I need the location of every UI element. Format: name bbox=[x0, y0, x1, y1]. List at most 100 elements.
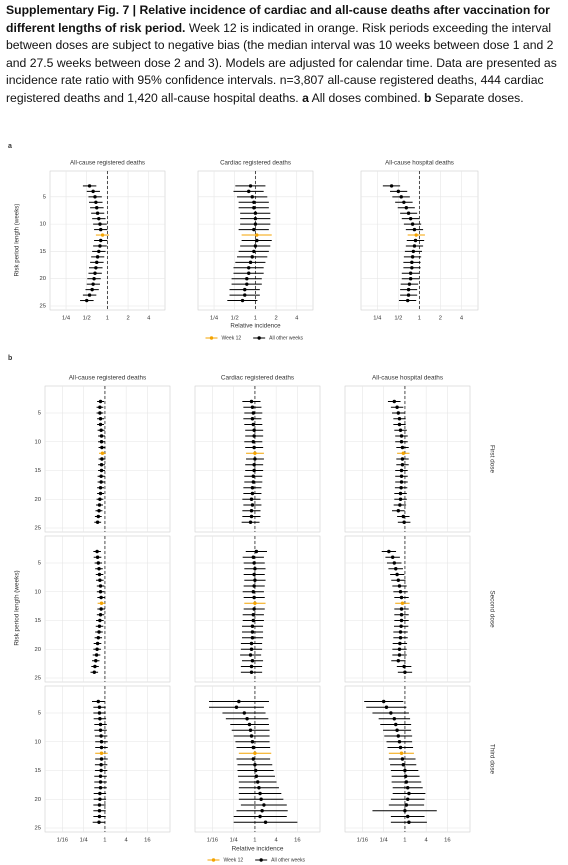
estimate-point bbox=[99, 745, 104, 750]
estimate-point bbox=[99, 595, 103, 600]
estimate-point bbox=[98, 417, 103, 421]
estimate-point bbox=[252, 463, 256, 467]
estimate-point bbox=[251, 618, 256, 623]
estimate-point bbox=[399, 434, 404, 438]
estimate-point bbox=[400, 757, 405, 761]
estimate-point bbox=[253, 222, 258, 226]
column-title: All-cause registered deaths bbox=[69, 375, 146, 382]
estimate-point bbox=[396, 509, 401, 513]
x-tick-label: 1 bbox=[103, 838, 106, 844]
caption-text: b bbox=[424, 90, 432, 105]
y-axis-label: Risk period length (weeks) bbox=[14, 570, 21, 645]
estimate-point bbox=[398, 641, 402, 646]
estimate-point bbox=[96, 561, 101, 565]
estimate-point bbox=[399, 613, 404, 617]
estimate-point bbox=[250, 503, 255, 507]
estimate-point bbox=[100, 445, 104, 450]
estimate-point bbox=[251, 745, 256, 750]
estimate-point bbox=[408, 271, 413, 275]
estimate-point bbox=[248, 184, 253, 188]
estimate-point bbox=[255, 233, 259, 237]
legend-swatch bbox=[211, 858, 216, 862]
estimate-point bbox=[100, 451, 105, 455]
estimate-point bbox=[399, 624, 403, 628]
estimate-point bbox=[390, 555, 395, 559]
caption-text: Week 12 is indicated in orange. Risk per… bbox=[6, 20, 557, 105]
estimate-point bbox=[251, 555, 256, 559]
y-tick-label: 15 bbox=[35, 468, 41, 474]
estimate-point bbox=[399, 468, 404, 473]
estimate-point bbox=[92, 670, 97, 674]
estimate-point bbox=[395, 572, 399, 577]
estimate-point bbox=[85, 298, 89, 303]
estimate-point bbox=[251, 590, 256, 594]
estimate-point bbox=[97, 216, 101, 221]
estimate-point bbox=[98, 618, 102, 623]
estimate-point bbox=[249, 509, 254, 513]
estimate-point bbox=[250, 405, 255, 409]
estimate-point bbox=[411, 249, 416, 254]
estimate-point bbox=[250, 740, 255, 744]
estimate-point bbox=[396, 578, 401, 582]
estimate-point bbox=[251, 411, 256, 415]
estimate-point bbox=[250, 195, 254, 199]
estimate-point bbox=[397, 584, 402, 588]
y-tick-label: 20 bbox=[35, 797, 41, 803]
x-tick-label: 1/4 bbox=[80, 838, 89, 844]
estimate-point bbox=[262, 803, 266, 807]
legend-label: Week 12 bbox=[222, 335, 242, 341]
estimate-point bbox=[259, 797, 263, 801]
x-tick-label: 1/16 bbox=[57, 838, 68, 844]
estimate-point bbox=[252, 468, 256, 473]
estimate-point bbox=[400, 445, 405, 450]
estimate-point bbox=[97, 814, 102, 819]
estimate-point bbox=[252, 200, 256, 204]
estimate-point bbox=[93, 664, 97, 669]
estimate-point bbox=[399, 751, 404, 755]
estimate-point bbox=[384, 705, 389, 709]
estimate-point bbox=[397, 740, 402, 744]
estimate-point bbox=[98, 584, 103, 588]
estimate-point bbox=[94, 200, 98, 204]
column-title: Cardiac registered deaths bbox=[220, 160, 291, 167]
estimate-point bbox=[256, 780, 260, 784]
estimate-point bbox=[94, 653, 99, 657]
estimate-point bbox=[247, 722, 252, 727]
estimate-point bbox=[403, 774, 408, 778]
estimate-point bbox=[401, 451, 406, 455]
estimate-point bbox=[398, 745, 403, 750]
estimate-point bbox=[396, 659, 401, 663]
estimate-point bbox=[399, 486, 403, 490]
y-tick-label: 25 bbox=[35, 676, 41, 682]
x-tick-label: 1 bbox=[254, 316, 257, 322]
estimate-point bbox=[87, 293, 92, 297]
estimate-point bbox=[99, 763, 103, 767]
caption-text: Separate doses. bbox=[431, 90, 524, 105]
estimate-point bbox=[392, 717, 397, 721]
estimate-point bbox=[405, 298, 410, 303]
estimate-point bbox=[98, 491, 103, 496]
row-label: Third dose bbox=[488, 744, 495, 775]
estimate-point bbox=[99, 607, 103, 611]
y-tick-label: 5 bbox=[38, 561, 41, 567]
estimate-point bbox=[400, 601, 405, 605]
y-tick-label: 20 bbox=[40, 276, 46, 282]
estimate-point bbox=[401, 514, 406, 519]
column-title: All-cause registered deaths bbox=[70, 160, 145, 167]
estimate-point bbox=[97, 249, 101, 254]
estimate-point bbox=[251, 757, 256, 761]
caption-text: a bbox=[302, 90, 309, 105]
estimate-point bbox=[249, 399, 254, 404]
estimate-point bbox=[250, 255, 254, 259]
estimate-point bbox=[406, 211, 411, 215]
estimate-point bbox=[93, 271, 97, 275]
estimate-point bbox=[98, 728, 103, 732]
y-tick-label: 5 bbox=[38, 711, 41, 717]
estimate-point bbox=[387, 549, 391, 554]
estimate-point bbox=[98, 774, 103, 778]
estimate-point bbox=[97, 624, 102, 628]
estimate-point bbox=[98, 486, 103, 490]
y-axis-label: Risk period length (weeks) bbox=[14, 204, 21, 277]
estimate-point bbox=[245, 717, 249, 721]
estimate-point bbox=[99, 428, 103, 432]
